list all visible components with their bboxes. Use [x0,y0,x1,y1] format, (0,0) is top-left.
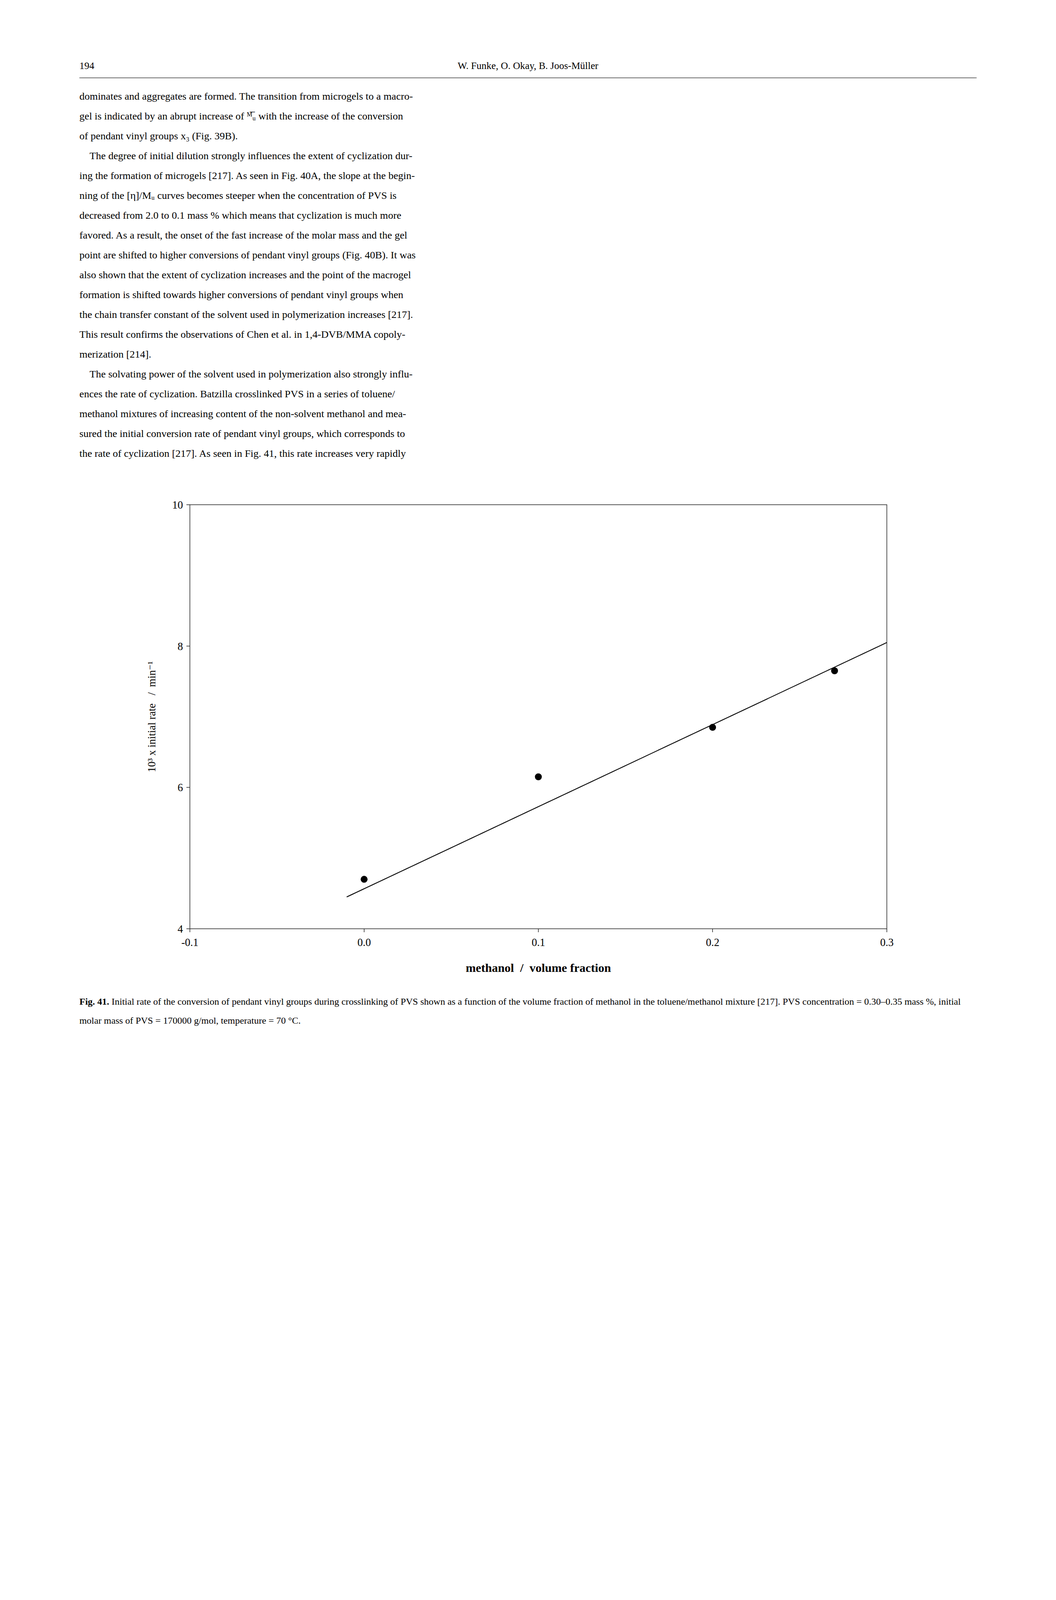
y-tick [186,504,190,506]
body-line: ing the formation of microgels [217]. As… [79,165,415,186]
body-line: methanol mixtures of increasing content … [79,403,407,424]
x-tick-label: 0.0 [357,936,371,949]
header-rule [79,77,977,79]
body-line: merization [214]. [79,344,152,365]
body-line: point are shifted to higher conversions … [79,245,416,265]
body-line: ences the rate of cyclization. Batzilla … [79,384,395,404]
x-tick-label: -0.1 [181,936,199,949]
y-tick [186,646,190,647]
x-tick [886,929,888,933]
y-tick-label: 4 [177,923,184,936]
y-tick [186,928,190,930]
page-number: 194 [79,60,95,72]
body-line: The degree of initial dilution strongly … [79,145,413,166]
body-line: gel is indicated by an abrupt increase o… [79,106,404,127]
body-line: sured the initial conversion rate of pen… [79,423,406,444]
y-tick-label: 10 [172,499,183,511]
y-tick-label: 6 [177,781,184,794]
x-tick-label: 0.1 [531,936,546,949]
body-line: the chain transfer constant of the solve… [79,304,413,325]
running-head: W. Funke, O. Okay, B. Joos-Müller [457,60,599,72]
body-line: of pendant vinyl groups x₃ (Fig. 39B). [79,126,238,146]
x-tick [189,929,191,933]
x-tick [538,929,540,933]
body-line: formation is shifted towards higher conv… [79,284,404,305]
plot-frame [189,504,887,930]
y-axis-label: 10³ x initial rate / min⁻¹ [145,661,158,773]
x-tick-label: 0.3 [879,936,894,949]
data-point [360,876,368,883]
body-line: This result confirms the observations of… [79,324,406,345]
y-tick [186,787,190,789]
body-line: dominates and aggregates are formed. The… [79,86,413,107]
y-tick-label: 8 [177,640,184,653]
data-point [709,724,716,732]
x-tick [712,929,714,933]
body-line: favored. As a result, the onset of the f… [79,225,408,246]
x-tick [363,929,365,933]
body-line: The solvating power of the solvent used … [79,364,413,385]
figure-caption: Fig. 41. Initial rate of the conversion … [79,992,977,1031]
body-line: ning of the [η]/Mᵤ curves becomes steepe… [79,185,397,206]
x-tick-label: 0.2 [706,936,720,949]
x-axis-label: methanol / volume fraction [465,961,612,975]
data-point [831,667,839,675]
trend-line [346,642,887,898]
body-line: also shown that the extent of cyclizatio… [79,264,411,285]
body-line: the rate of cyclization [217]. As seen i… [79,443,406,464]
body-line: decreased from 2.0 to 0.1 mass % which m… [79,205,402,226]
plot-area [346,642,887,898]
data-point [535,773,543,781]
chart: -0.1 0.0 0.1 0.2 0.3 4 6 8 10 methanol / volume f… [0,474,1056,976]
caption-label: Fig. 41. [79,996,110,1008]
caption-text: Initial rate of the conversion of pendan… [79,996,961,1027]
